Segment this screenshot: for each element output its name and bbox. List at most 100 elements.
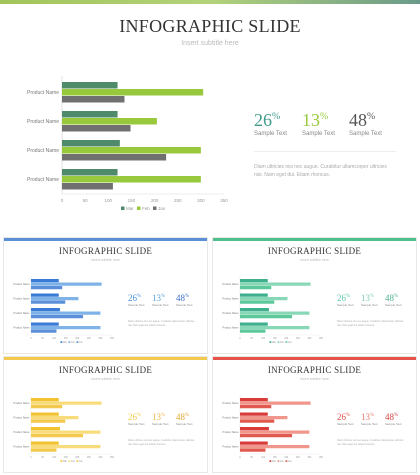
stat-2: 13% Sample Text: [302, 110, 335, 137]
category-label: Product Name: [27, 119, 59, 125]
x-tick-label: 350: [319, 457, 324, 459]
bar-feb: [62, 89, 204, 96]
slide-blue[interactable]: INFOGRAPHIC SLIDE Insert subtitle here P…: [3, 237, 208, 354]
stat-1-label: Sample Text: [254, 131, 287, 137]
bar-jan: [31, 329, 57, 333]
stat-3: 48% Sample Text: [385, 293, 401, 307]
x-tick-label: 300: [197, 198, 205, 203]
x-tick-label: 0: [61, 198, 64, 203]
stat-3-label: Sample Text: [176, 303, 193, 307]
slide-subtitle: Insert subtitle here: [300, 258, 329, 262]
bar-jan: [240, 286, 272, 290]
bar-mar: [31, 279, 59, 283]
x-tick-label: 200: [151, 198, 159, 203]
bar-mar: [31, 293, 59, 297]
bar-feb: [240, 326, 310, 330]
bar-feb: [31, 282, 102, 286]
legend-label: Jan: [288, 342, 292, 344]
x-tick-label: 350: [220, 198, 228, 203]
stat-3-value: 48%: [385, 412, 399, 422]
description-text: Diam ultricies nisi nec augue. Curabitur…: [128, 320, 195, 327]
legend-swatch: [269, 341, 272, 343]
x-tick-label: 50: [41, 338, 44, 340]
x-tick-label: 150: [128, 198, 136, 203]
bar-feb: [240, 311, 310, 315]
slide-title: INFOGRAPHIC SLIDE: [267, 365, 362, 375]
bar-chart: Product Name Product Name Product Name Prod…: [27, 76, 228, 211]
legend-label: Mar: [63, 460, 67, 463]
bar-mar: [240, 293, 268, 297]
bar-jan: [31, 300, 66, 304]
bar-chart: Product Name Product Name Product Name Prod…: [223, 395, 324, 463]
bar-jan: [240, 300, 275, 304]
x-tick-label: 350: [110, 457, 115, 459]
stat-3-value: 48%: [349, 110, 376, 130]
legend-swatch: [153, 206, 157, 210]
legend-swatch: [121, 206, 125, 210]
bar-chart: Product Name Product Name Product Name Prod…: [14, 395, 115, 463]
legend-swatch: [269, 460, 272, 462]
x-tick-label: 150: [273, 457, 278, 459]
bar-jan: [31, 286, 63, 290]
stat-2-value: 13%: [361, 412, 375, 422]
x-tick-label: 250: [87, 338, 92, 340]
category-label: Product Name: [14, 327, 31, 330]
stat-1: 26% Sample Text: [254, 110, 287, 137]
bar-feb: [240, 416, 288, 420]
x-tick-label: 100: [52, 457, 57, 459]
stat-1: 26% Sample Text: [337, 293, 353, 307]
stat-3-value: 48%: [385, 293, 399, 303]
x-tick-label: 250: [174, 198, 182, 203]
bar-mar: [62, 82, 118, 89]
stat-3: 48% Sample Text: [385, 412, 401, 426]
legend-swatch: [277, 460, 280, 462]
bar-chart: Product Name Product Name Product Name Prod…: [14, 276, 115, 344]
stat-1: 26% Sample Text: [337, 412, 353, 426]
x-tick-label: 300: [99, 338, 104, 340]
bar-feb: [31, 445, 101, 449]
x-tick-label: 50: [250, 338, 253, 340]
slide-title: INFOGRAPHIC SLIDE: [267, 246, 362, 256]
bar-feb: [62, 147, 201, 154]
legend-swatch: [60, 341, 63, 343]
slide-teal[interactable]: INFOGRAPHIC SLIDE Insert subtitle here P…: [212, 237, 417, 354]
legend-swatch: [277, 341, 280, 343]
category-label: Product Name: [14, 446, 31, 449]
category-label: Product Name: [14, 283, 31, 286]
x-tick-label: 50: [41, 457, 44, 459]
slide-red[interactable]: INFOGRAPHIC SLIDE Insert subtitle here P…: [212, 356, 417, 473]
legend-label: Feb: [280, 461, 285, 463]
bar-jan: [240, 419, 275, 423]
slide-subtitle: Insert subtitle here: [91, 377, 120, 381]
x-tick-label: 0: [239, 338, 241, 340]
bar-mar: [31, 308, 60, 312]
legend-swatch: [68, 460, 71, 462]
x-tick-label: 200: [75, 338, 80, 340]
slide-subtitle: Insert subtitle here: [300, 377, 329, 381]
bar-mar: [31, 398, 59, 402]
slide-main[interactable]: INFOGRAPHIC SLIDE Insert subtitle here P…: [0, 0, 420, 233]
slide-top-bar: [4, 357, 207, 360]
stat-2-label: Sample Text: [152, 303, 169, 307]
stat-2-value: 13%: [152, 412, 166, 422]
category-label: Product Name: [223, 431, 240, 434]
stat-1-label: Sample Text: [128, 303, 145, 307]
legend-label: Jan: [158, 206, 166, 211]
bar-jan: [31, 315, 84, 319]
slide-yellow[interactable]: INFOGRAPHIC SLIDE Insert subtitle here P…: [3, 356, 208, 473]
category-label: Product Name: [223, 312, 240, 315]
stat-2-value: 13%: [302, 110, 329, 130]
stat-1-label: Sample Text: [337, 422, 354, 426]
stat-3-value: 48%: [176, 293, 190, 303]
bar-mar: [62, 111, 118, 118]
bar-mar: [31, 441, 59, 445]
legend-swatch: [60, 460, 63, 462]
bar-jan: [62, 125, 131, 132]
description-text: Diam ultricies nisi nec augue. Curabitur…: [337, 320, 404, 327]
x-tick-label: 350: [110, 338, 115, 340]
stat-1: 26% Sample Text: [128, 412, 144, 426]
stat-3-label: Sample Text: [385, 422, 402, 426]
stat-2: 13% Sample Text: [152, 293, 168, 307]
legend-swatch: [285, 460, 288, 462]
bar-mar: [240, 427, 269, 431]
